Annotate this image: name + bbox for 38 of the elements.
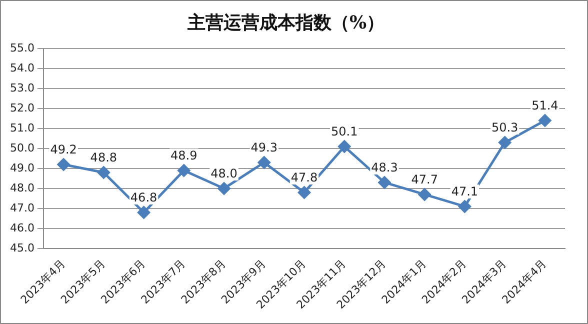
point <box>178 164 190 177</box>
y-tick-label: 45.0 <box>10 241 34 254</box>
point <box>298 186 310 199</box>
data-label: 47.7 <box>411 172 438 187</box>
point <box>458 200 471 213</box>
data-label: 48.0 <box>210 166 238 181</box>
point <box>258 156 270 169</box>
y-tick-label: 49.0 <box>10 161 34 174</box>
point <box>338 140 351 153</box>
data-label: 50.3 <box>491 120 518 135</box>
data-label: 50.1 <box>331 124 358 139</box>
point <box>57 158 70 171</box>
data-label: 48.9 <box>170 148 198 163</box>
y-tick-label: 48.0 <box>10 181 34 194</box>
chart-title: 主营运营成本指数（%） <box>186 12 385 34</box>
point <box>218 182 230 195</box>
data-label: 49.2 <box>50 142 77 157</box>
point <box>378 176 391 189</box>
y-tick-label: 52.0 <box>10 101 34 114</box>
point <box>418 188 431 201</box>
data-label: 51.4 <box>532 98 558 113</box>
data-label: 46.8 <box>130 190 158 205</box>
data-label: 48.3 <box>371 160 398 175</box>
data-label: 49.3 <box>250 140 278 155</box>
point <box>97 166 110 179</box>
y-tick-label: 54.0 <box>10 61 34 74</box>
point <box>538 114 552 127</box>
point <box>138 206 150 219</box>
y-tick-label: 47.0 <box>10 201 34 214</box>
data-label: 47.8 <box>290 170 318 185</box>
y-tick-label: 50.0 <box>10 141 34 154</box>
data-label: 47.1 <box>451 184 478 199</box>
y-tick-label: 53.0 <box>10 81 34 94</box>
data-label: 48.8 <box>90 150 118 165</box>
point <box>498 136 512 149</box>
y-tick-label: 51.0 <box>10 121 34 134</box>
y-tick-label: 55.0 <box>10 41 34 54</box>
y-tick-label: 46.0 <box>10 221 34 234</box>
